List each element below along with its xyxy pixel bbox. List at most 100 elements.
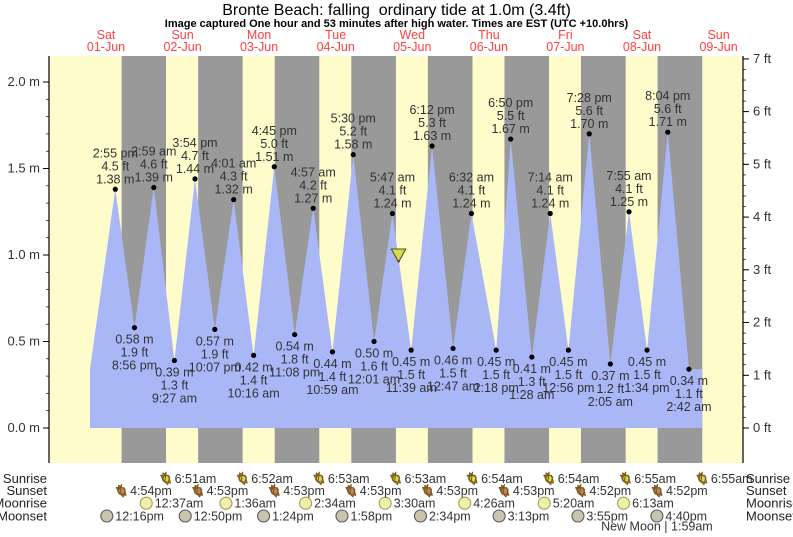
- svg-text:1.5 ft: 1.5 ft: [633, 368, 661, 382]
- svg-text:Moonset: Moonset: [746, 508, 793, 523]
- svg-text:0.50 m: 0.50 m: [355, 347, 393, 361]
- svg-text:1.71 m: 1.71 m: [649, 115, 687, 129]
- svg-text:1.8 ft: 1.8 ft: [281, 353, 309, 367]
- svg-text:5.2 ft: 5.2 ft: [339, 125, 367, 139]
- svg-text:1.25 m: 1.25 m: [610, 195, 648, 209]
- svg-text:0.34 m: 0.34 m: [670, 374, 708, 388]
- svg-text:1.9 ft: 1.9 ft: [201, 347, 229, 361]
- svg-text:1.2 ft: 1.2 ft: [596, 382, 624, 396]
- svg-text:3:13pm: 3:13pm: [508, 509, 550, 523]
- svg-text:0.58 m: 0.58 m: [115, 333, 153, 347]
- svg-text:9:27 am: 9:27 am: [152, 392, 197, 406]
- svg-text:4:45 pm: 4:45 pm: [252, 124, 297, 138]
- svg-text:5.6 ft: 5.6 ft: [575, 104, 603, 118]
- svg-text:1.63 m: 1.63 m: [413, 129, 451, 143]
- svg-text:4.3 ft: 4.3 ft: [220, 170, 248, 184]
- svg-text:0.5 m: 0.5 m: [7, 334, 40, 349]
- svg-text:2:05 am: 2:05 am: [588, 395, 633, 409]
- svg-text:10:07 pm: 10:07 pm: [189, 360, 241, 374]
- svg-text:0 ft: 0 ft: [753, 420, 771, 435]
- svg-text:4.6 ft: 4.6 ft: [140, 158, 168, 172]
- svg-text:4:52pm: 4:52pm: [590, 484, 632, 498]
- svg-text:5 ft: 5 ft: [753, 156, 771, 171]
- svg-text:1.70 m: 1.70 m: [570, 117, 608, 131]
- svg-text:0.44 m: 0.44 m: [313, 357, 351, 371]
- svg-text:4.1 ft: 4.1 ft: [615, 182, 643, 196]
- svg-text:1.5 ft: 1.5 ft: [397, 368, 425, 382]
- svg-text:0.41 m: 0.41 m: [513, 362, 551, 376]
- svg-text:7 ft: 7 ft: [753, 51, 771, 66]
- svg-text:6:12 pm: 6:12 pm: [409, 103, 454, 117]
- svg-text:12:47 am: 12:47 am: [427, 379, 479, 393]
- svg-text:4 ft: 4 ft: [753, 209, 771, 224]
- svg-text:1.9 ft: 1.9 ft: [121, 346, 149, 360]
- svg-text:7:55 am: 7:55 am: [606, 169, 651, 183]
- svg-text:2.0 m: 2.0 m: [7, 74, 40, 89]
- svg-text:10:16 am: 10:16 am: [228, 386, 280, 400]
- svg-text:12:16pm: 12:16pm: [115, 509, 164, 523]
- svg-text:4:01 am: 4:01 am: [211, 157, 256, 171]
- svg-text:1:24pm: 1:24pm: [272, 509, 314, 523]
- svg-text:2 ft: 2 ft: [753, 315, 771, 330]
- svg-text:0.57 m: 0.57 m: [196, 334, 234, 348]
- svg-text:1.24 m: 1.24 m: [531, 197, 569, 211]
- svg-text:6:50 pm: 6:50 pm: [488, 96, 533, 110]
- svg-text:5:30 pm: 5:30 pm: [331, 112, 376, 126]
- svg-text:7:14 am: 7:14 am: [528, 171, 573, 185]
- svg-text:1.5 ft: 1.5 ft: [439, 366, 467, 380]
- svg-text:3 ft: 3 ft: [753, 262, 771, 277]
- svg-text:1.38 m: 1.38 m: [96, 172, 134, 186]
- svg-text:5.5 ft: 5.5 ft: [497, 109, 525, 123]
- svg-text:8:56 pm: 8:56 pm: [112, 359, 157, 373]
- svg-text:1.44 m: 1.44 m: [176, 162, 214, 176]
- svg-text:1.4 ft: 1.4 ft: [319, 370, 347, 384]
- svg-text:4.1 ft: 4.1 ft: [379, 184, 407, 198]
- svg-text:3:54 pm: 3:54 pm: [172, 136, 217, 150]
- svg-text:1.0 m: 1.0 m: [7, 247, 40, 262]
- svg-text:1.5 ft: 1.5 ft: [482, 368, 510, 382]
- svg-text:2:59 am: 2:59 am: [131, 145, 176, 159]
- svg-text:1:34 pm: 1:34 pm: [624, 381, 669, 395]
- svg-text:4.5 ft: 4.5 ft: [101, 159, 129, 173]
- svg-text:1.51 m: 1.51 m: [255, 150, 293, 164]
- svg-text:4:53pm: 4:53pm: [513, 484, 555, 498]
- svg-text:0.45 m: 0.45 m: [477, 355, 515, 369]
- svg-text:0.45 m: 0.45 m: [392, 355, 430, 369]
- svg-text:1.4 ft: 1.4 ft: [240, 373, 268, 387]
- svg-text:0.45 m: 0.45 m: [549, 355, 587, 369]
- svg-text:4:53pm: 4:53pm: [436, 484, 478, 498]
- svg-text:0.0 m: 0.0 m: [7, 420, 40, 435]
- svg-text:5.6 ft: 5.6 ft: [654, 102, 682, 116]
- svg-text:1.5 m: 1.5 m: [7, 161, 40, 176]
- svg-text:0.46 m: 0.46 m: [434, 353, 472, 367]
- svg-text:4.1 ft: 4.1 ft: [458, 184, 486, 198]
- svg-text:12:56 pm: 12:56 pm: [542, 381, 594, 395]
- svg-text:New Moon | 1:59am: New Moon | 1:59am: [601, 520, 713, 534]
- svg-text:1 ft: 1 ft: [753, 367, 771, 382]
- svg-text:5:47 am: 5:47 am: [370, 171, 415, 185]
- svg-text:Moonset: Moonset: [0, 508, 47, 523]
- svg-text:1.58 m: 1.58 m: [334, 138, 372, 152]
- svg-text:4.2 ft: 4.2 ft: [299, 178, 327, 192]
- svg-text:6 ft: 6 ft: [753, 104, 771, 119]
- svg-text:0.42 m: 0.42 m: [234, 360, 272, 374]
- svg-text:5.0 ft: 5.0 ft: [260, 137, 288, 151]
- svg-text:1.1 ft: 1.1 ft: [675, 387, 703, 401]
- svg-text:1.32 m: 1.32 m: [215, 183, 253, 197]
- svg-text:8:04 pm: 8:04 pm: [645, 89, 690, 103]
- svg-text:0.54 m: 0.54 m: [276, 340, 314, 354]
- svg-text:2:34pm: 2:34pm: [429, 509, 471, 523]
- svg-text:6:32 am: 6:32 am: [449, 171, 494, 185]
- svg-text:7:28 pm: 7:28 pm: [567, 91, 612, 105]
- svg-text:1:58pm: 1:58pm: [351, 509, 393, 523]
- svg-text:1.3 ft: 1.3 ft: [161, 379, 189, 393]
- svg-text:1.39 m: 1.39 m: [135, 171, 173, 185]
- svg-text:1.6 ft: 1.6 ft: [360, 360, 388, 374]
- svg-text:2:42 am: 2:42 am: [666, 400, 711, 414]
- svg-text:1.27 m: 1.27 m: [294, 191, 332, 205]
- svg-text:12:50pm: 12:50pm: [194, 509, 243, 523]
- svg-text:1.5 ft: 1.5 ft: [555, 368, 583, 382]
- svg-text:1.24 m: 1.24 m: [373, 197, 411, 211]
- svg-text:1.67 m: 1.67 m: [492, 122, 530, 136]
- svg-text:4:57 am: 4:57 am: [291, 165, 336, 179]
